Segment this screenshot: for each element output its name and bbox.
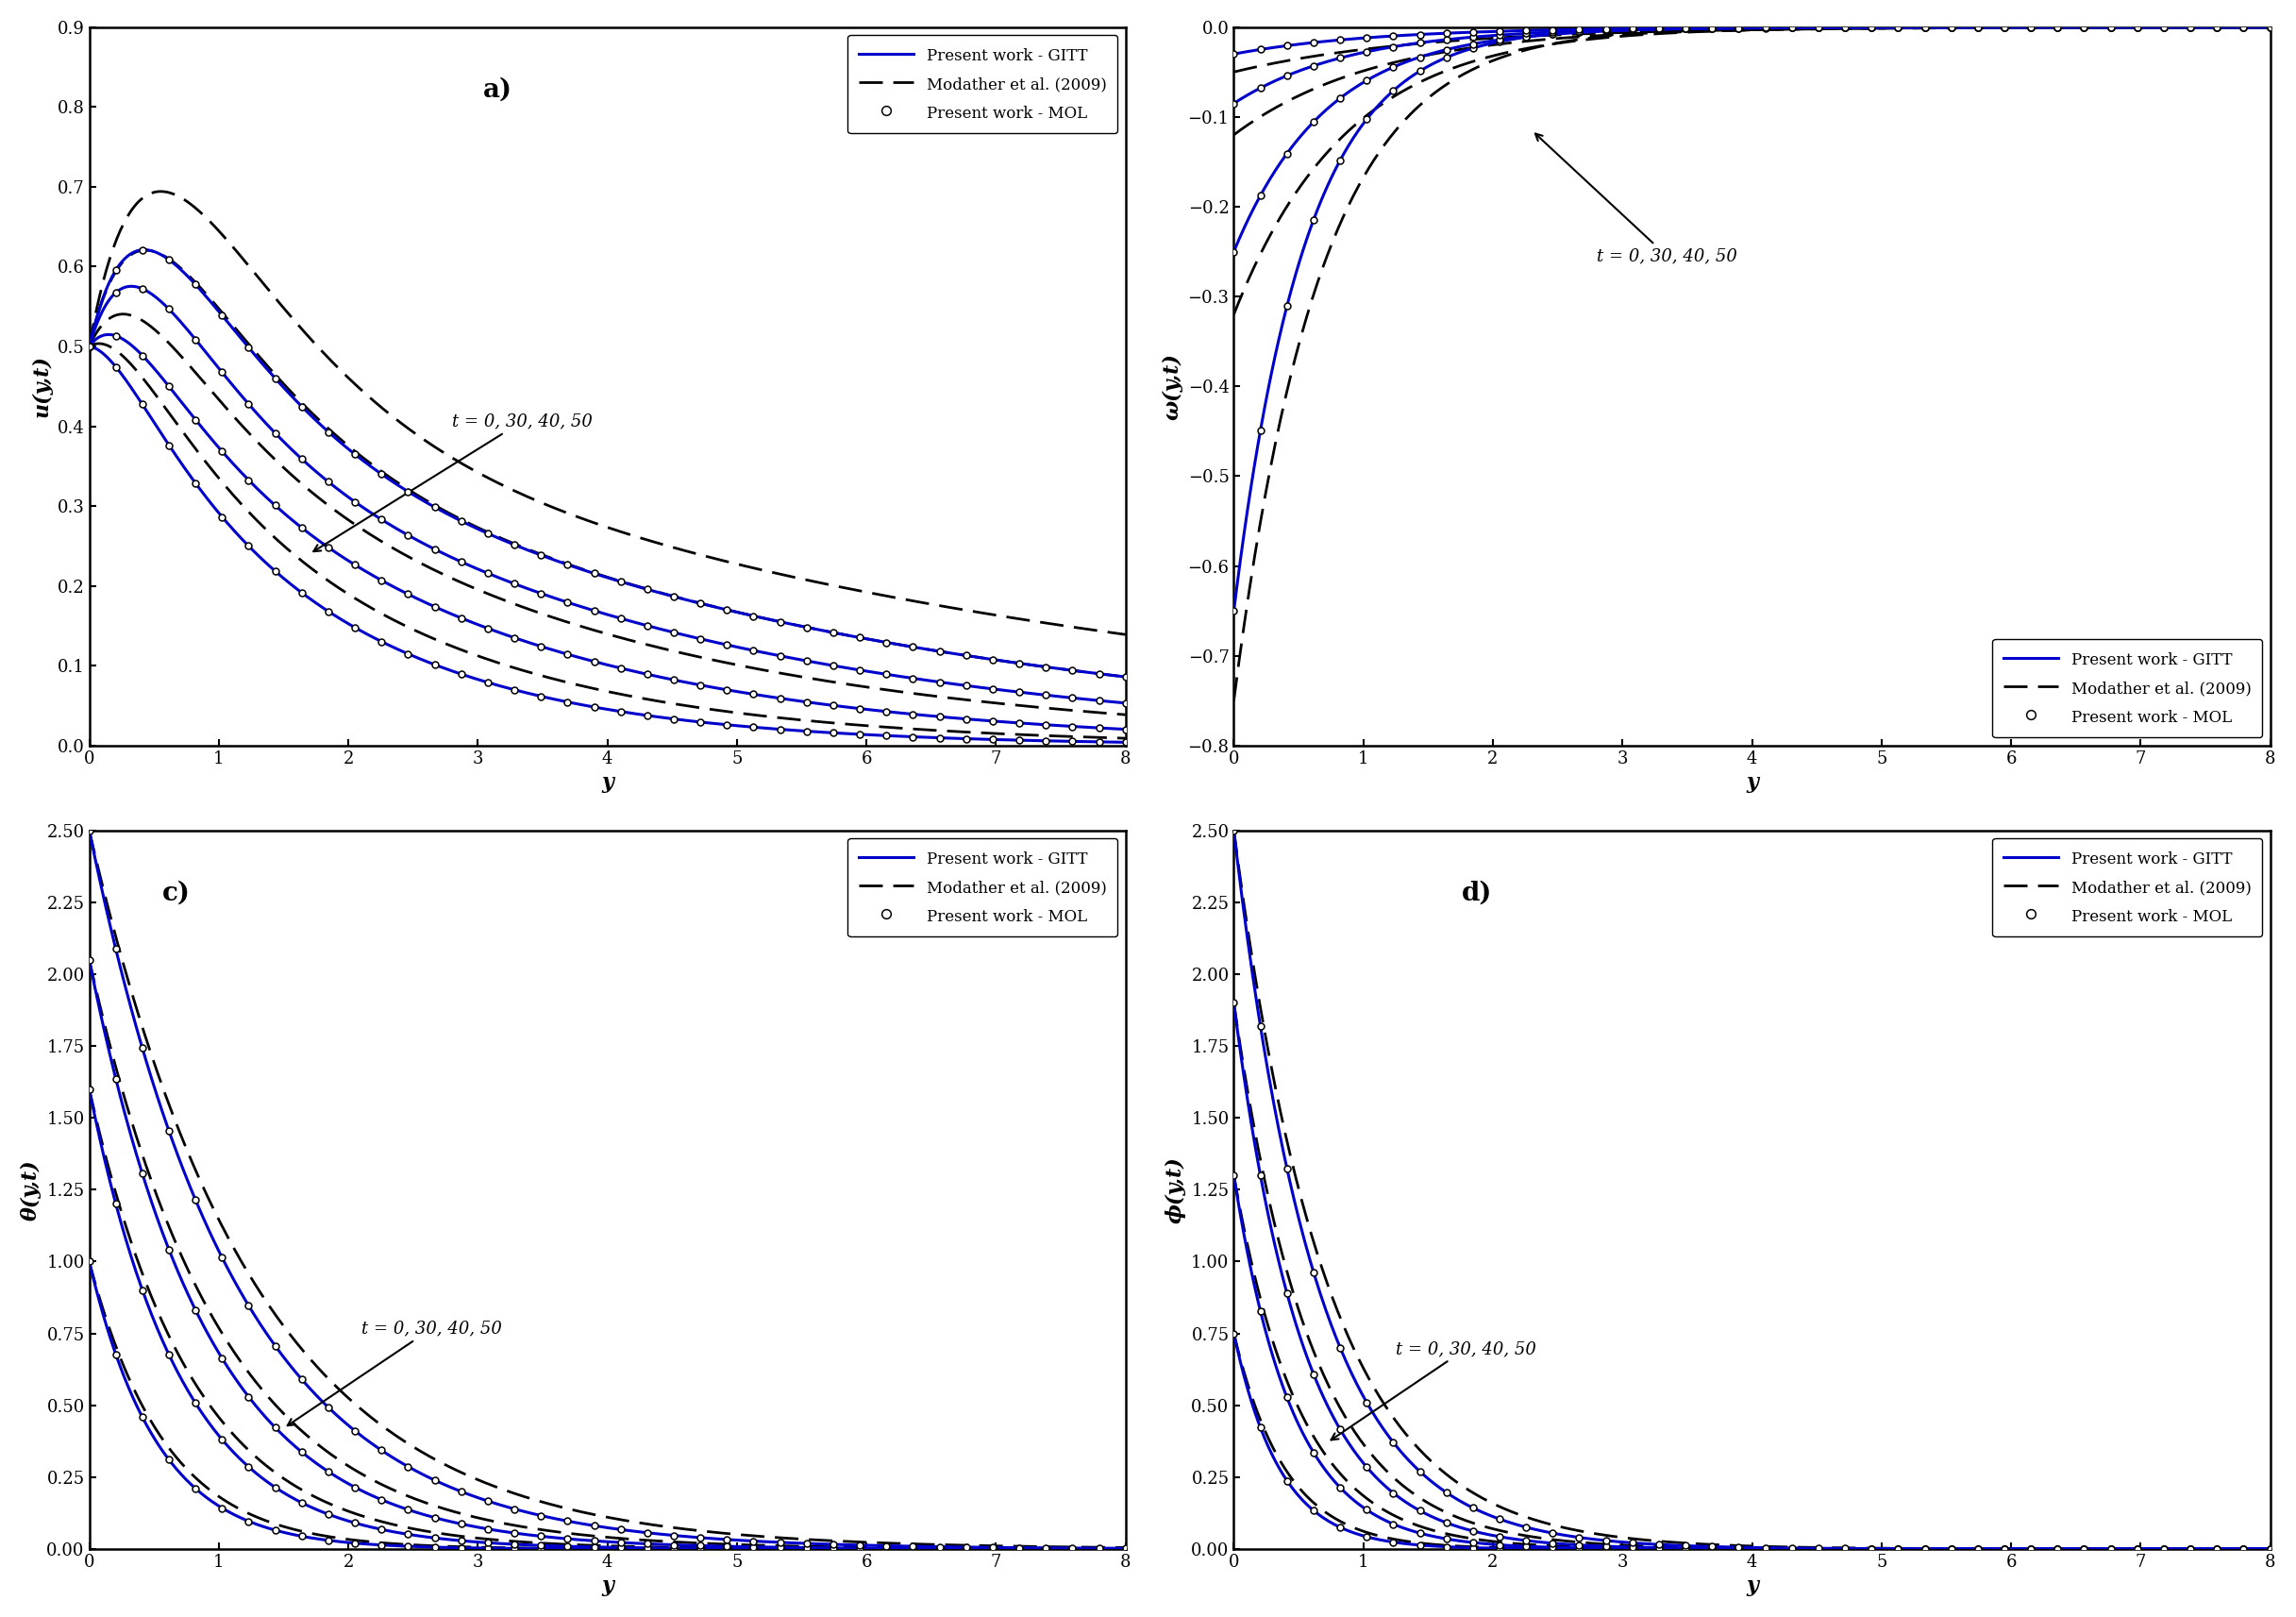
Text: d): d)	[1463, 881, 1492, 906]
X-axis label: y: y	[602, 773, 613, 794]
Y-axis label: ϕ(y,t): ϕ(y,t)	[1164, 1156, 1187, 1222]
Y-axis label: θ(y,t): θ(y,t)	[21, 1159, 41, 1221]
Y-axis label: ω(y,t): ω(y,t)	[1162, 353, 1182, 420]
Legend: Present work - GITT, Modather et al. (2009), Present work - MOL: Present work - GITT, Modather et al. (20…	[1993, 639, 2262, 737]
Legend: Present work - GITT, Modather et al. (2009), Present work - MOL: Present work - GITT, Modather et al. (20…	[1993, 838, 2262, 936]
Text: t = 0, 30, 40, 50: t = 0, 30, 40, 50	[315, 412, 592, 551]
Text: b): b)	[2147, 648, 2177, 674]
Text: t = 0, 30, 40, 50: t = 0, 30, 40, 50	[1332, 1340, 1536, 1439]
Y-axis label: u(y,t): u(y,t)	[32, 356, 53, 417]
X-axis label: y: y	[602, 1577, 613, 1596]
Legend: Present work - GITT, Modather et al. (2009), Present work - MOL: Present work - GITT, Modather et al. (20…	[847, 838, 1118, 936]
Legend: Present work - GITT, Modather et al. (2009), Present work - MOL: Present work - GITT, Modather et al. (20…	[847, 36, 1118, 134]
Text: t = 0, 30, 40, 50: t = 0, 30, 40, 50	[287, 1319, 503, 1426]
X-axis label: y: y	[1745, 773, 1759, 794]
Text: t = 0, 30, 40, 50: t = 0, 30, 40, 50	[1536, 134, 1738, 264]
X-axis label: y: y	[1745, 1577, 1759, 1596]
Text: a): a)	[482, 78, 512, 103]
Text: c): c)	[161, 881, 191, 906]
